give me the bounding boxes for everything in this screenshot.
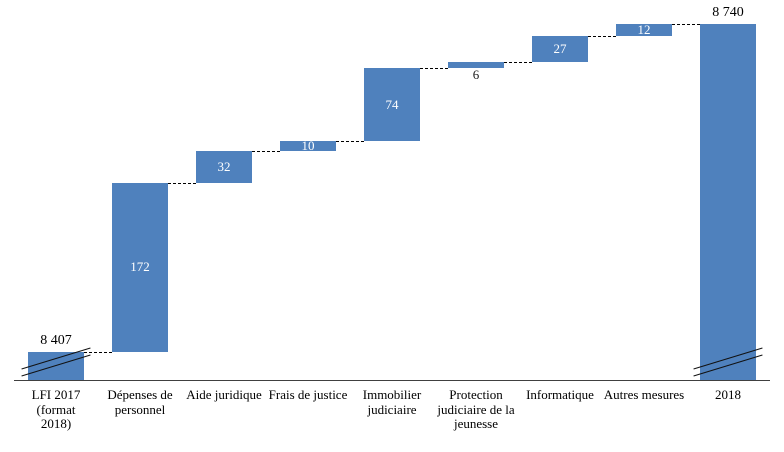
connector-line (252, 151, 280, 153)
waterfall-bar (196, 151, 252, 183)
bar-value-label: 8 407 (40, 333, 72, 348)
x-axis-label: Informatique (526, 387, 594, 402)
connector-line (672, 24, 700, 25)
bar-value-label: 32 (217, 158, 231, 174)
waterfall-bar (532, 35, 588, 63)
bar-value-label: 6 (472, 67, 480, 83)
connector-line (336, 141, 364, 143)
bar-value-label: 12 (637, 21, 651, 37)
x-axis-label: Aide juridique (186, 387, 262, 402)
waterfall-bar (700, 24, 756, 380)
x-axis-label: 2018 (715, 387, 741, 402)
x-axis-label: Autres mesures (603, 387, 685, 402)
x-axis-label: Dépenses de personnel (107, 387, 173, 417)
bar-value-label: 8 740 (712, 5, 744, 20)
waterfall-bar (112, 182, 168, 352)
x-axis-label: Protection judiciaire de la jeunesse (437, 387, 515, 432)
x-axis-line (14, 380, 770, 381)
bar-value-label: 74 (385, 96, 399, 112)
x-axis-label: LFI 2017 (format 2018) (31, 387, 81, 432)
connector-line (84, 352, 112, 353)
connector-line (168, 182, 196, 184)
waterfall-bar (280, 141, 336, 152)
connector-line (588, 35, 616, 37)
connector-line (504, 62, 532, 64)
x-axis-label: Immobilier judiciaire (362, 387, 422, 417)
bar-value-label: 27 (553, 41, 567, 57)
x-axis-label: Frais de justice (268, 387, 348, 402)
waterfall-bar (28, 352, 84, 380)
bar-value-label: 172 (130, 259, 150, 275)
waterfall-bar (616, 24, 672, 36)
bar-value-label: 10 (301, 138, 315, 154)
connector-line (420, 68, 448, 70)
waterfall-bar (364, 68, 420, 142)
waterfall-bar (448, 62, 504, 69)
